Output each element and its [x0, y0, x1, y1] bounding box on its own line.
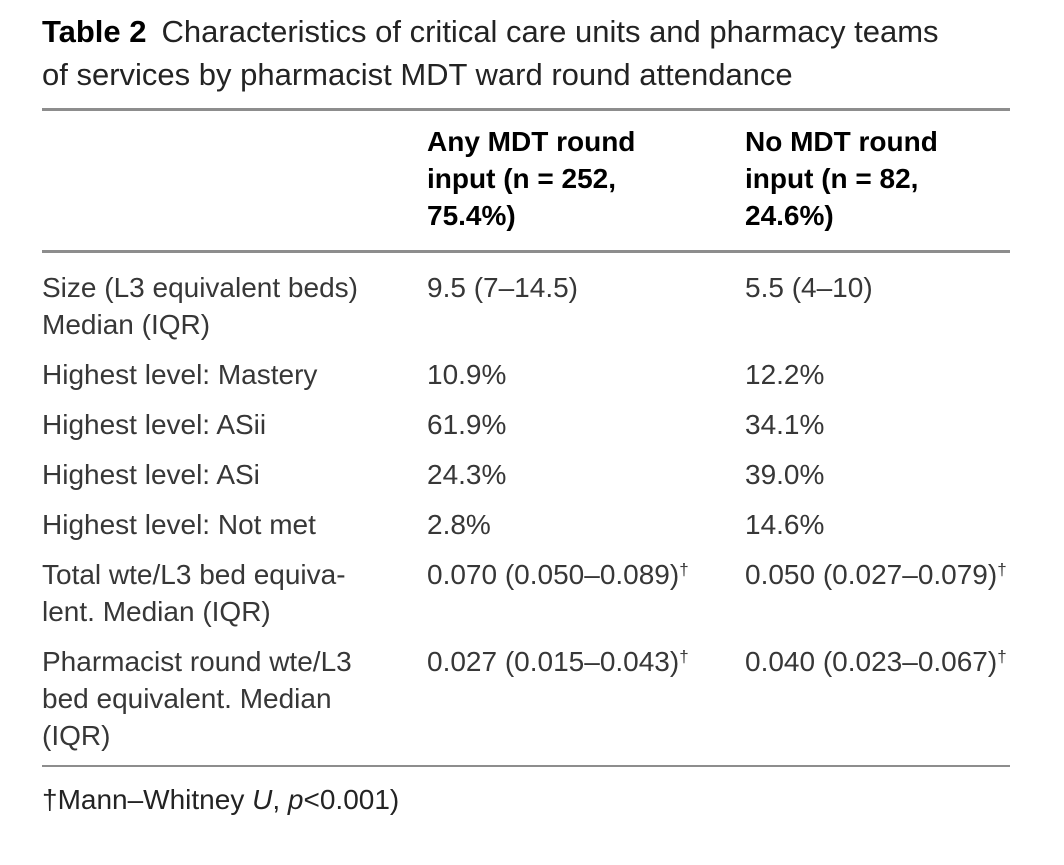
value-text: 14.6%: [745, 509, 825, 540]
dagger-symbol: †: [679, 646, 689, 666]
footnote-prefix: †Mann–Whitney: [42, 784, 253, 815]
row-value-no: 34.1%: [745, 400, 1010, 450]
table-row-not-met: Highest level: Not met 2.8% 14.6%: [42, 500, 1010, 550]
value-text: 34.1%: [745, 409, 825, 440]
table-row-pharmacist-wte: Pharmacist round wte/L3 bed equivalent. …: [42, 637, 1010, 761]
rule-top: [42, 108, 1010, 111]
value-text: 5.5 (4–10): [745, 272, 873, 303]
header-no-mdt-round: No MDT round input (n = 82, 24.6%): [745, 126, 938, 231]
row-value-any: 0.070 (0.050–0.089)†: [427, 550, 745, 637]
footnote-u-statistic: U: [252, 784, 273, 815]
value-text: 61.9%: [427, 409, 507, 440]
row-label: Pharmacist round wte/L3 bed equivalent. …: [42, 646, 352, 751]
row-value-no: 12.2%: [745, 350, 1010, 400]
row-value-no: 14.6%: [745, 500, 1010, 550]
value-text: 0.027 (0.015–0.043): [427, 646, 680, 677]
table-row-mastery: Highest level: Mastery 10.9% 12.2%: [42, 350, 1010, 400]
value-text: 0.040 (0.023–0.067): [745, 646, 998, 677]
value-text: 0.070 (0.050–0.089): [427, 559, 680, 590]
row-value-any: 10.9%: [427, 350, 745, 400]
row-value-any: 0.027 (0.015–0.043)†: [427, 637, 745, 761]
row-label: Highest level: ASii: [42, 409, 267, 440]
header-any-mdt-round: Any MDT round input (n = 252, 75.4%): [427, 126, 636, 231]
value-text: 9.5 (7–14.5): [427, 272, 578, 303]
value-text: 0.050 (0.027–0.079): [745, 559, 998, 590]
value-text: 10.9%: [427, 359, 507, 390]
row-label: Total wte/L3 bed equiva- lent. Median (I…: [42, 559, 346, 627]
row-label: Size (L3 equivalent beds) Median (IQR): [42, 272, 358, 340]
table-title: Characteristics of critical care units a…: [42, 14, 939, 92]
value-text: 39.0%: [745, 459, 825, 490]
dagger-symbol: †: [679, 559, 689, 579]
value-text: 12.2%: [745, 359, 825, 390]
footnote-separator: ,: [272, 784, 288, 815]
rule-table-bottom: [42, 765, 1010, 767]
table-number-label: Table 2: [42, 14, 147, 49]
row-label: Highest level: Not met: [42, 509, 316, 540]
footnote-p-value: <0.001): [303, 784, 400, 815]
table-row-total-wte: Total wte/L3 bed equiva- lent. Median (I…: [42, 550, 1010, 637]
row-value-no: 39.0%: [745, 450, 1010, 500]
row-value-any: 24.3%: [427, 450, 745, 500]
row-label: Highest level: ASi: [42, 459, 260, 490]
value-text: 24.3%: [427, 459, 507, 490]
table-row-asi: Highest level: ASi 24.3% 39.0%: [42, 450, 1010, 500]
row-value-any: 61.9%: [427, 400, 745, 450]
row-label: Highest level: Mastery: [42, 359, 318, 390]
row-value-no: 5.5 (4–10): [745, 263, 1010, 350]
table-header-row: Any MDT round input (n = 252, 75.4%) No …: [42, 111, 1010, 250]
table-row-size: Size (L3 equivalent beds) Median (IQR) 9…: [42, 263, 1010, 350]
table-row-asii: Highest level: ASii 61.9% 34.1%: [42, 400, 1010, 450]
table-caption: Table 2 Characteristics of critical care …: [42, 10, 1010, 96]
row-value-any: 2.8%: [427, 500, 745, 550]
row-value-no: 0.050 (0.027–0.079)†: [745, 550, 1010, 637]
table-body: Size (L3 equivalent beds) Median (IQR) 9…: [42, 253, 1010, 761]
row-value-any: 9.5 (7–14.5): [427, 263, 745, 350]
header-empty-cell: [42, 111, 427, 250]
dagger-symbol: †: [997, 559, 1007, 579]
rule-header-bottom: [42, 250, 1010, 253]
table-footnote: †Mann–Whitney U, p<0.001): [42, 783, 1010, 817]
row-value-no: 0.040 (0.023–0.067)†: [745, 637, 1010, 761]
dagger-symbol: †: [997, 646, 1007, 666]
value-text: 2.8%: [427, 509, 491, 540]
footnote-p-variable: p: [287, 784, 304, 815]
